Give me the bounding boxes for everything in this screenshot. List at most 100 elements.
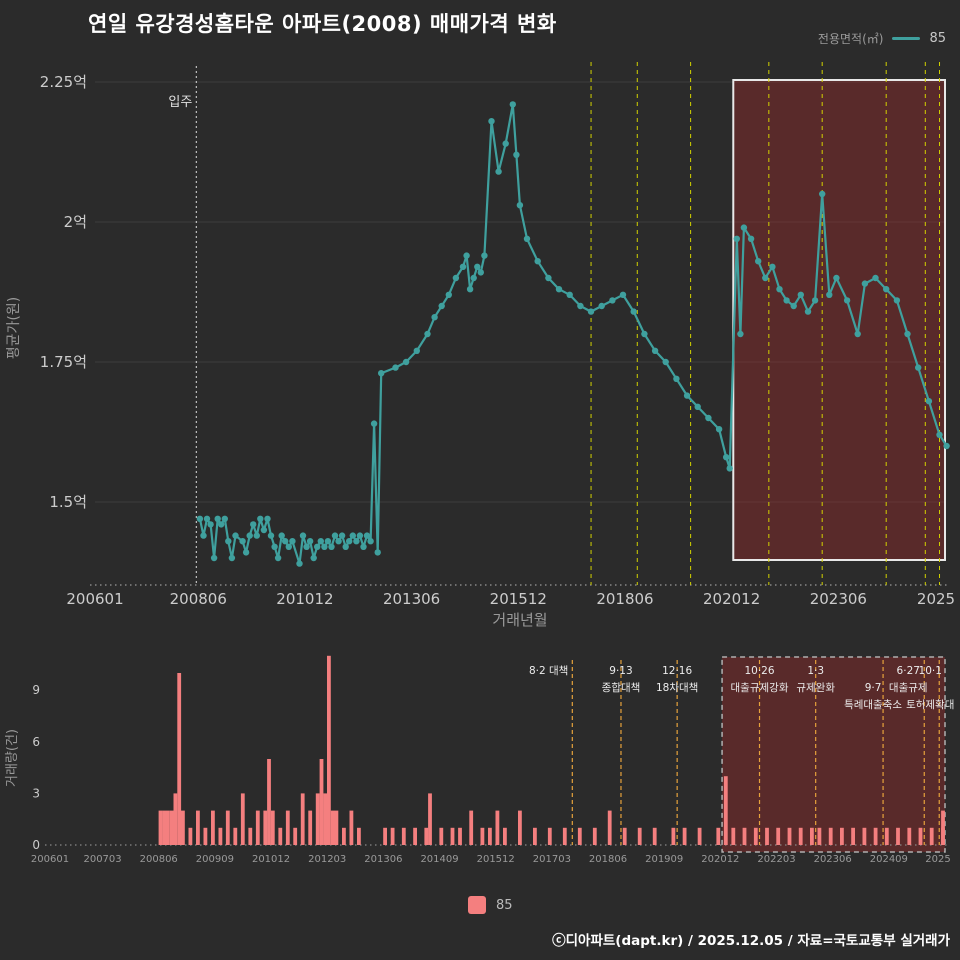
price-point[interactable] xyxy=(555,286,563,293)
volume-bar[interactable] xyxy=(173,793,178,845)
volume-bar[interactable] xyxy=(439,827,444,845)
volume-bar[interactable] xyxy=(562,827,567,845)
volume-bar[interactable] xyxy=(267,759,271,845)
volume-bar[interactable] xyxy=(518,810,522,845)
volume-bar[interactable] xyxy=(177,673,182,845)
volume-bar[interactable] xyxy=(158,810,163,845)
price-point[interactable] xyxy=(577,302,584,310)
price-point[interactable] xyxy=(943,442,950,450)
price-point[interactable] xyxy=(609,297,616,304)
price-point[interactable] xyxy=(936,431,943,438)
price-point[interactable] xyxy=(769,263,776,270)
price-point[interactable] xyxy=(306,538,314,545)
price-point[interactable] xyxy=(755,258,762,265)
price-point[interactable] xyxy=(299,532,307,539)
price-point[interactable] xyxy=(630,308,637,315)
price-point[interactable] xyxy=(278,532,285,539)
price-point[interactable] xyxy=(218,521,225,528)
legend-volume[interactable]: 85 xyxy=(468,896,513,914)
volume-bar[interactable] xyxy=(840,827,844,845)
price-point[interactable] xyxy=(598,302,605,310)
volume-bar[interactable] xyxy=(731,827,736,845)
price-point[interactable] xyxy=(477,269,484,276)
volume-bar[interactable] xyxy=(263,810,268,845)
volume-bar[interactable] xyxy=(941,810,945,845)
volume-bar[interactable] xyxy=(918,827,923,845)
price-point[interactable] xyxy=(747,235,755,242)
price-point[interactable] xyxy=(459,263,467,270)
price-point[interactable] xyxy=(413,347,420,354)
price-point[interactable] xyxy=(925,398,933,405)
price-point[interactable] xyxy=(474,263,481,270)
volume-bar[interactable] xyxy=(622,827,627,845)
price-point[interactable] xyxy=(324,538,332,545)
volume-bar[interactable] xyxy=(233,827,238,845)
volume-bar[interactable] xyxy=(308,810,313,845)
volume-bar[interactable] xyxy=(203,827,208,845)
volume-bar[interactable] xyxy=(166,810,170,845)
volume-bar[interactable] xyxy=(424,827,429,845)
price-point[interactable] xyxy=(705,414,712,422)
volume-bar[interactable] xyxy=(349,810,354,845)
volume-bar[interactable] xyxy=(255,810,260,845)
price-point[interactable] xyxy=(210,554,218,562)
price-point[interactable] xyxy=(641,330,648,338)
volume-bar[interactable] xyxy=(716,827,721,845)
volume-bar[interactable] xyxy=(458,827,462,845)
volume-bar[interactable] xyxy=(495,810,500,845)
volume-bar[interactable] xyxy=(896,827,900,845)
volume-bar[interactable] xyxy=(765,827,769,845)
volume-bar[interactable] xyxy=(428,793,432,845)
volume-bar[interactable] xyxy=(169,810,174,845)
price-point[interactable] xyxy=(883,286,890,293)
price-point[interactable] xyxy=(331,532,339,539)
price-point[interactable] xyxy=(242,549,250,556)
price-point[interactable] xyxy=(253,532,260,539)
price-point[interactable] xyxy=(239,538,246,545)
price-point[interactable] xyxy=(310,554,317,562)
legend-size[interactable]: 전용면적(㎡) 85 xyxy=(818,30,946,47)
price-point[interactable] xyxy=(651,347,659,354)
price-point[interactable] xyxy=(826,291,833,298)
volume-bar[interactable] xyxy=(776,827,781,845)
price-point[interactable] xyxy=(470,274,477,282)
price-point[interactable] xyxy=(811,297,819,304)
price-point[interactable] xyxy=(317,538,324,545)
volume-bar[interactable] xyxy=(533,827,537,845)
price-point[interactable] xyxy=(289,538,296,545)
price-point[interactable] xyxy=(342,543,349,550)
price-point[interactable] xyxy=(843,297,851,304)
volume-bar[interactable] xyxy=(929,827,934,845)
price-point[interactable] xyxy=(214,515,221,522)
price-point[interactable] xyxy=(723,454,730,461)
volume-bar[interactable] xyxy=(723,776,728,845)
price-point[interactable] xyxy=(804,308,812,315)
price-point[interactable] xyxy=(267,532,275,539)
volume-bar[interactable] xyxy=(592,827,597,845)
price-point[interactable] xyxy=(797,291,804,298)
price-point[interactable] xyxy=(346,538,353,545)
volume-bar[interactable] xyxy=(330,810,335,845)
price-point[interactable] xyxy=(790,302,797,310)
volume-bar[interactable] xyxy=(342,827,346,845)
volume-bar[interactable] xyxy=(270,810,275,845)
volume-bar[interactable] xyxy=(188,827,193,845)
price-point[interactable] xyxy=(783,297,790,304)
price-point[interactable] xyxy=(221,515,228,522)
volume-bar[interactable] xyxy=(334,810,339,845)
volume-bar[interactable] xyxy=(488,827,492,845)
price-point[interactable] xyxy=(321,543,328,550)
price-point[interactable] xyxy=(353,538,360,545)
volume-bar[interactable] xyxy=(285,810,290,845)
price-point[interactable] xyxy=(378,370,385,377)
volume-bar[interactable] xyxy=(851,827,855,845)
price-point[interactable] xyxy=(733,235,740,242)
volume-bar[interactable] xyxy=(798,827,803,845)
price-point[interactable] xyxy=(488,118,495,125)
price-point[interactable] xyxy=(360,543,367,550)
volume-bar[interactable] xyxy=(469,810,474,845)
price-point[interactable] xyxy=(662,358,669,366)
volume-bar[interactable] xyxy=(547,827,552,845)
price-point[interactable] xyxy=(260,526,268,534)
volume-bar[interactable] xyxy=(225,810,230,845)
